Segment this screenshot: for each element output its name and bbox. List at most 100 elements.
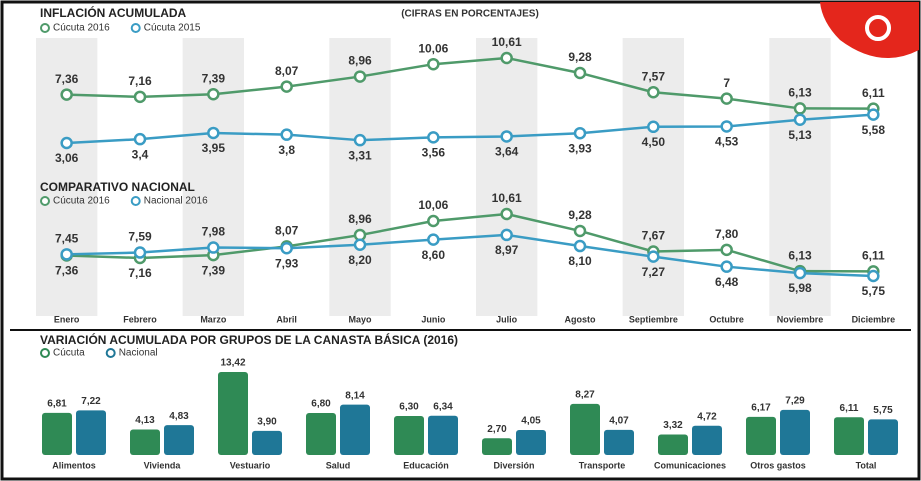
value-label: 5,75 xyxy=(862,284,886,298)
point xyxy=(793,102,807,115)
value-label: 4,83 xyxy=(169,411,189,422)
point xyxy=(720,92,733,105)
value-label: 3,32 xyxy=(663,420,683,431)
bar xyxy=(76,410,106,455)
point xyxy=(427,214,440,228)
stripe xyxy=(476,38,538,316)
point xyxy=(133,90,147,104)
chart-title: INFLACIÓN ACUMULADA xyxy=(40,5,187,20)
bar xyxy=(692,425,722,455)
value-label: 6,13 xyxy=(788,86,812,100)
value-label: 9,28 xyxy=(568,50,592,64)
value-label: 5,98 xyxy=(788,281,812,295)
series-line xyxy=(66,212,874,273)
legend-label: Nacional xyxy=(119,348,158,359)
point xyxy=(867,108,880,121)
value-label: 5,75 xyxy=(873,405,893,416)
point xyxy=(353,70,367,83)
series-line xyxy=(66,233,874,278)
point xyxy=(207,241,220,254)
bar xyxy=(130,429,160,455)
value-label: 10,61 xyxy=(492,35,522,49)
value-label: 5,13 xyxy=(788,128,812,142)
point xyxy=(720,243,733,257)
series-line xyxy=(66,113,874,145)
value-label: 8,10 xyxy=(568,254,592,268)
value-label: 8,60 xyxy=(422,248,446,262)
legend-swatch xyxy=(40,196,50,206)
value-label: 7 xyxy=(723,76,730,90)
value-label: 4,13 xyxy=(135,415,155,426)
x-tick-label: Julio xyxy=(496,314,518,324)
logo-mark xyxy=(865,15,891,41)
x-tick-label: Total xyxy=(856,460,877,470)
value-label: 6,11 xyxy=(862,86,885,100)
legend-label: Cúcuta 2015 xyxy=(144,23,201,34)
value-label: 6,48 xyxy=(715,275,739,289)
value-label: 3,95 xyxy=(202,141,226,155)
bar xyxy=(394,416,424,455)
value-label: 7,93 xyxy=(275,256,299,270)
bar xyxy=(252,430,282,455)
bar xyxy=(746,416,776,455)
point xyxy=(500,228,513,242)
value-label: 7,29 xyxy=(785,396,805,407)
value-label: 7,16 xyxy=(128,266,152,280)
series-line xyxy=(66,56,874,110)
x-tick-label: Enero xyxy=(54,314,80,324)
legend-swatch xyxy=(105,348,116,358)
bar xyxy=(780,409,810,455)
x-tick-label: Septiembre xyxy=(629,314,678,324)
point xyxy=(60,88,73,101)
legend-label: Nacional 2016 xyxy=(144,196,208,207)
value-label: 10,06 xyxy=(418,198,448,212)
value-label: 7,36 xyxy=(55,72,79,86)
x-tick-label: Comunicaciones xyxy=(654,460,726,470)
x-tick-label: Agosto xyxy=(565,314,596,324)
x-tick-label: Transporte xyxy=(579,460,626,470)
point xyxy=(133,246,147,259)
point xyxy=(867,269,880,283)
value-label: 6,81 xyxy=(47,399,67,410)
point xyxy=(793,266,807,280)
value-label: 10,61 xyxy=(492,191,522,205)
x-tick-label: Marzo xyxy=(200,314,227,324)
point xyxy=(427,233,440,246)
x-tick-label: Abril xyxy=(276,314,297,324)
value-label: 7,39 xyxy=(202,71,226,85)
x-tick-label: Alimentos xyxy=(52,460,96,470)
point xyxy=(573,224,587,238)
value-label: 3,8 xyxy=(278,143,295,157)
value-label: 13,42 xyxy=(220,358,245,369)
value-label: 4,05 xyxy=(521,416,541,427)
point xyxy=(353,133,367,147)
point xyxy=(427,57,440,71)
point xyxy=(353,238,367,251)
bar xyxy=(164,425,194,455)
point xyxy=(573,239,587,253)
x-tick-label: Diciembre xyxy=(852,314,896,324)
point xyxy=(280,128,293,141)
value-label: 8,07 xyxy=(275,224,299,238)
x-tick-label: Junio xyxy=(421,314,446,324)
value-label: 8,07 xyxy=(275,64,299,78)
value-label: 7,27 xyxy=(642,265,666,279)
value-label: 3,4 xyxy=(132,147,149,161)
legend-swatch xyxy=(130,23,141,33)
legend-label: Cúcuta xyxy=(53,348,85,359)
bar xyxy=(658,434,688,455)
value-label: 6,17 xyxy=(751,402,771,413)
bar xyxy=(516,429,546,455)
bar xyxy=(340,404,370,455)
value-label: 3,06 xyxy=(55,151,79,165)
value-label: 7,67 xyxy=(642,229,666,243)
value-label: 6,30 xyxy=(399,402,419,413)
point xyxy=(573,66,587,80)
x-tick-label: Febrero xyxy=(123,314,157,324)
value-label: 4,72 xyxy=(697,411,717,422)
point xyxy=(207,126,220,140)
point xyxy=(280,80,293,93)
bar xyxy=(218,372,248,455)
